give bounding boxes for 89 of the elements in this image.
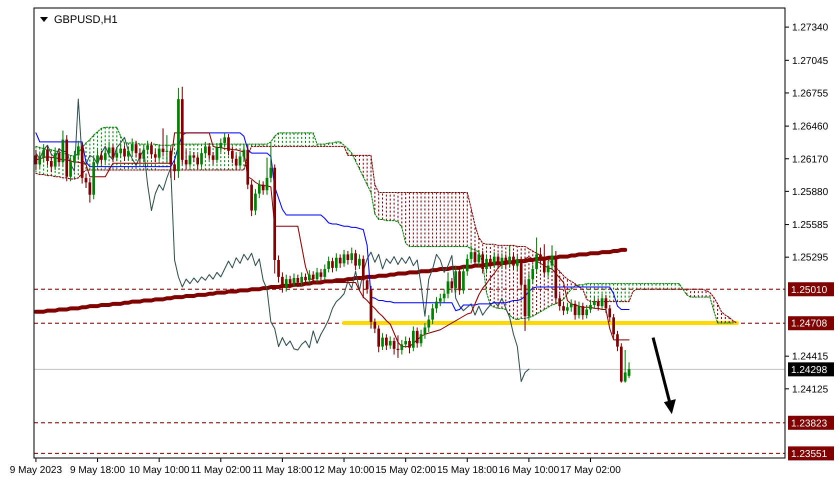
candlestick (320, 268, 322, 282)
candlestick (316, 267, 318, 283)
candlestick (628, 362, 630, 379)
candlestick (427, 314, 430, 332)
x-tick-label: 11 May 02:00 (190, 465, 252, 476)
candlestick (284, 274, 288, 292)
candlestick (346, 250, 350, 265)
line-series (35, 132, 630, 312)
y-tick-label: 1.25880 (792, 186, 829, 198)
candlestick (358, 254, 361, 270)
ref-line-label: 1.23551 (791, 448, 828, 460)
x-tick-label: 11 May 18:00 (252, 465, 313, 476)
y-tick-label: 1.27340 (792, 22, 829, 34)
candlestick (431, 303, 434, 325)
candlestick (381, 332, 384, 350)
candlestick (308, 270, 311, 284)
candlestick (466, 254, 469, 276)
candlestick (454, 265, 458, 294)
y-tick-label: 1.26170 (792, 154, 829, 166)
candlestick (84, 172, 88, 188)
y-tick-label: 1.25585 (792, 220, 829, 232)
candlestick (581, 302, 584, 320)
candlestick (327, 256, 330, 273)
candlestick (277, 255, 280, 283)
candlestick (388, 336, 392, 350)
candlestick (570, 298, 573, 312)
candlestick (300, 272, 304, 286)
candlestick (504, 254, 508, 268)
y-tick-label: 1.24415 (792, 352, 829, 363)
candlestick (585, 304, 588, 319)
candlestick (254, 188, 257, 216)
candlestick (624, 350, 627, 384)
candlestick (334, 252, 338, 272)
candlestick (516, 255, 519, 271)
x-tick-label: 12 May 10:00 (314, 465, 375, 476)
candlestick (404, 336, 407, 348)
candlestick (292, 273, 296, 288)
candlestick (512, 252, 515, 271)
ref-line-label: 1.24298 (791, 364, 828, 376)
candlestick (385, 334, 388, 350)
y-tick-label: 1.26460 (792, 122, 829, 133)
candlestick (342, 249, 346, 268)
candlestick (296, 274, 300, 288)
candlestick (266, 157, 268, 196)
candlestick (492, 252, 496, 268)
candlestick (323, 264, 326, 281)
candlestick (574, 300, 576, 320)
candlestick (496, 252, 500, 270)
candlestick (566, 302, 569, 314)
y-tick-label: 1.26755 (792, 88, 829, 100)
candlestick (377, 324, 380, 353)
candlestick (400, 339, 404, 355)
candlestick (270, 144, 272, 183)
y-tick-label: 1.27045 (792, 56, 829, 67)
candlestick (562, 301, 565, 316)
candlestick (412, 326, 415, 352)
line-series (35, 98, 530, 382)
x-tick-label: 15 May 18:00 (436, 465, 498, 476)
x-tick-label: 9 May 2023 (10, 465, 62, 476)
ref-line-label: 1.25010 (791, 284, 828, 296)
candlestick (531, 264, 534, 284)
x-tick-label: 16 May 10:00 (498, 465, 560, 476)
candlestick (442, 288, 446, 304)
candlestick (608, 304, 612, 322)
candlestick (69, 157, 72, 182)
candlestick (258, 180, 261, 199)
candlestick (338, 254, 342, 268)
candlestick (489, 255, 492, 268)
candlestick (500, 252, 504, 270)
ref-line-label: 1.23823 (791, 418, 828, 430)
candlestick (578, 301, 580, 319)
candlestick (435, 296, 438, 314)
candlestick (612, 314, 615, 340)
candlestick (331, 257, 334, 273)
x-tick-label: 15 May 02:00 (375, 465, 436, 476)
y-tick-label: 1.25295 (792, 252, 829, 264)
candlestick (446, 272, 450, 299)
candlestick (420, 329, 422, 348)
ref-line-label: 1.24708 (791, 318, 828, 330)
candlestick (424, 322, 426, 340)
candlestick (88, 177, 92, 204)
candlestick (262, 180, 264, 196)
x-tick-label: 10 May 10:00 (128, 465, 190, 476)
x-tick-label: 17 May 02:00 (560, 465, 622, 476)
candlestick (354, 249, 357, 271)
candlestick (462, 266, 465, 294)
x-tick-label: 9 May 18:00 (70, 465, 126, 476)
text: GBPUSD,H1 (54, 14, 118, 26)
y-tick-label: 1.24125 (792, 384, 829, 396)
